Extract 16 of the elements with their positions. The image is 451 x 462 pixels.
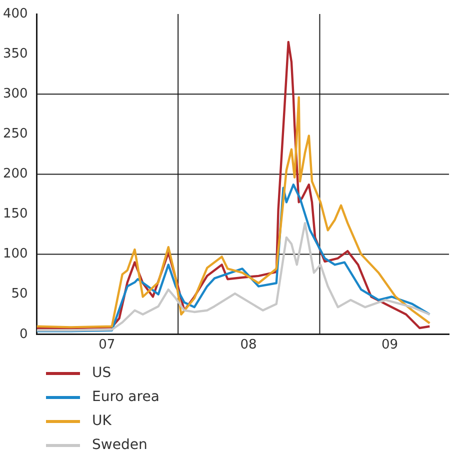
y-tick-label: 350 bbox=[2, 46, 28, 62]
legend-label: Sweden bbox=[92, 437, 148, 453]
x-tick-label: 09 bbox=[382, 338, 398, 353]
x-tick-label: 07 bbox=[98, 338, 116, 353]
y-tick-label: 400 bbox=[2, 6, 28, 22]
y-tick-label: 100 bbox=[2, 246, 28, 262]
y-tick-label: 300 bbox=[2, 86, 28, 102]
y-tick-label: 0 bbox=[20, 326, 28, 342]
legend-label: UK bbox=[92, 413, 112, 429]
x-tick-label: 08 bbox=[240, 338, 257, 353]
legend-label: Euro area bbox=[92, 389, 160, 405]
y-tick-label: 50 bbox=[11, 286, 28, 302]
legend-label: US bbox=[92, 365, 112, 381]
y-tick-label: 200 bbox=[2, 166, 28, 182]
y-tick-label: 250 bbox=[2, 126, 28, 142]
y-tick-label: 150 bbox=[2, 206, 28, 222]
